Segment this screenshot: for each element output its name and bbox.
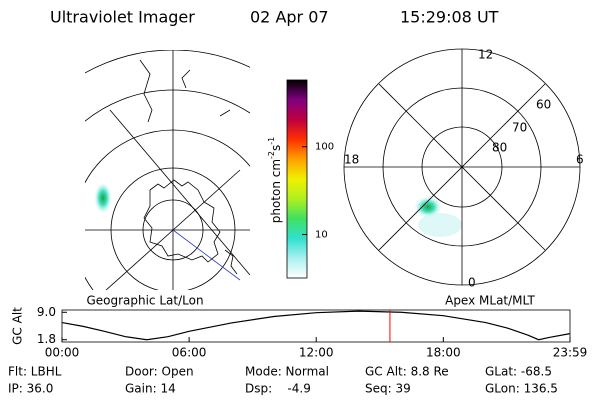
y-tick-label: 1.8 <box>37 332 56 346</box>
colorbar: 10 100 <box>286 79 334 279</box>
status-field: GLat: -68.5 <box>485 365 552 379</box>
orbit-chart: 9.0 1.800:00 06:00 12:00 18:00 23:59 <box>37 305 587 360</box>
geographic-map <box>85 50 250 290</box>
lat-label: 70 <box>512 121 527 135</box>
y-tick-label: 9.0 <box>37 305 56 319</box>
colorbar-tick-label: 10 <box>315 230 328 241</box>
status-field: Seq: 39 <box>365 382 411 396</box>
label-exp: -1 <box>267 137 276 145</box>
status-field: Flt: LBHL <box>8 365 62 379</box>
status-field: Dsp: -4.9 <box>245 382 311 396</box>
date: 02 Apr 07 <box>250 8 329 27</box>
x-tick-label: 00:00 <box>45 346 80 360</box>
label-part: s <box>269 145 283 151</box>
lat-label: 80 <box>492 141 507 155</box>
label-exp: -2 <box>267 151 276 159</box>
lat-label: 60 <box>536 98 551 112</box>
mlt-label: 6 <box>576 153 584 167</box>
polar-label: Apex MLat/MLT <box>445 294 535 308</box>
mlt-label: 12 <box>478 48 493 62</box>
colorbar-tick-label: 100 <box>315 142 334 153</box>
status-field: IP: 36.0 <box>8 382 53 396</box>
label-part: photon cm <box>269 159 283 223</box>
mlt-label: 18 <box>344 153 359 167</box>
map-label: Geographic Lat/Lon <box>86 294 203 308</box>
y-axis-label: GC Alt <box>11 307 25 345</box>
status-field: Door: Open <box>125 365 194 379</box>
colorbar-scale <box>286 79 308 279</box>
status: Flt: LBHL IP: 36.0 Door: Open Gain: 14 Mode:… <box>8 365 558 396</box>
status-field: GLon: 136.5 <box>485 382 558 396</box>
x-tick-label: 18:00 <box>426 346 461 360</box>
colorbar-label: photon cm-2s-1 <box>267 137 283 224</box>
status-field: Gain: 14 <box>125 382 176 396</box>
x-tick-label: 06:00 <box>172 346 207 360</box>
title: Ultraviolet Imager <box>50 8 195 27</box>
altitude-line <box>61 310 571 341</box>
polar-map <box>343 48 581 286</box>
x-tick-label: 23:59 <box>553 346 588 360</box>
status-field: GC Alt: 8.8 Re <box>365 365 449 379</box>
time: 15:29:08 UT <box>400 8 499 27</box>
x-tick-label: 12:00 <box>299 346 334 360</box>
status-field: Mode: Normal <box>245 365 329 379</box>
mlt-label: 0 <box>468 276 476 290</box>
